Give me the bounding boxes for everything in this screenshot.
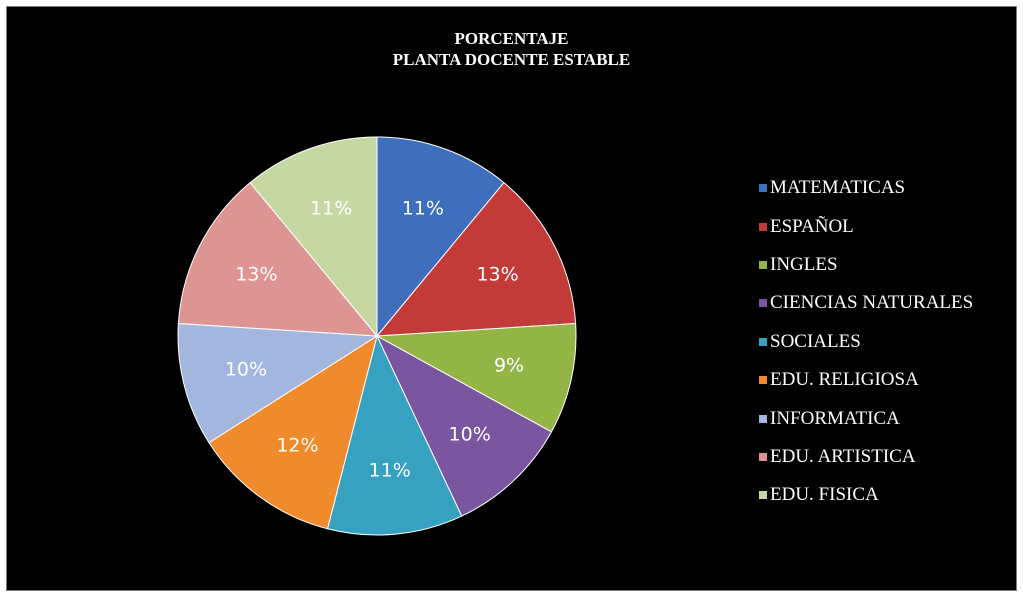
legend-item-4: CIENCIAS NATURALES xyxy=(759,284,973,322)
legend-swatch xyxy=(759,222,767,231)
legend-label: ESPAÑOL xyxy=(770,215,854,237)
legend-swatch xyxy=(759,452,767,461)
legend-label: EDU. RELIGIOSA xyxy=(770,369,919,391)
legend-label: CIENCIAS NATURALES xyxy=(770,292,974,314)
data-label-7: 10% xyxy=(225,359,267,381)
legend-item-2: ESPAÑOL xyxy=(759,207,973,245)
data-label-1: 11% xyxy=(402,198,444,220)
pie-slice-6 xyxy=(208,334,378,530)
legend-item-3: INGLES xyxy=(759,246,973,284)
data-label-2: 13% xyxy=(476,264,518,286)
legend-swatch xyxy=(759,491,767,500)
legend-label: EDU. ARTISTICA xyxy=(770,445,916,467)
legend-swatch xyxy=(759,376,767,385)
legend-swatch xyxy=(759,184,767,193)
chart-title-line-2: PLANTA DOCENTE ESTABLE xyxy=(392,50,631,69)
legend-item-8: EDU. ARTISTICA xyxy=(759,438,973,476)
legend-swatch xyxy=(759,299,767,308)
legend-item-6: EDU. RELIGIOSA xyxy=(759,361,973,399)
pie-slice-8 xyxy=(177,181,379,337)
pie-chart: 11% 13% 9% 10% 11% 12% 10% 13% 11% xyxy=(177,136,577,536)
data-label-9: 11% xyxy=(310,198,352,220)
legend-label: INFORMATICA xyxy=(770,407,900,429)
pie-slice-1 xyxy=(376,136,505,338)
chart-area: PORCENTAJE PLANTA DOCENTE ESTABLE 11% 13%… xyxy=(6,6,1017,591)
data-label-3: 9% xyxy=(494,355,524,377)
data-label-4: 10% xyxy=(449,424,491,446)
legend-label: SOCIALES xyxy=(770,330,861,352)
legend-swatch xyxy=(759,414,767,423)
legend-swatch xyxy=(759,337,767,346)
chart-title-line-1: PORCENTAJE xyxy=(454,29,569,48)
pie-slice-2 xyxy=(375,181,577,337)
legend-item-1: MATEMATICAS xyxy=(759,169,973,207)
legend-label: INGLES xyxy=(770,253,838,275)
data-label-6: 12% xyxy=(276,434,318,456)
pie-slice-9 xyxy=(249,136,378,338)
data-label-5: 11% xyxy=(369,460,411,482)
legend-label: EDU. FISICA xyxy=(770,484,879,506)
pie-slice-7 xyxy=(177,322,379,444)
data-label-8: 13% xyxy=(235,264,277,286)
pie-slice-4 xyxy=(375,334,553,517)
legend-item-7: INFORMATICA xyxy=(759,399,973,437)
legend-swatch xyxy=(759,260,767,269)
legend-label: MATEMATICAS xyxy=(770,177,906,199)
legend-item-9: EDU. FISICA xyxy=(759,476,973,514)
pie-slice-3 xyxy=(375,322,577,433)
legend-item-5: SOCIALES xyxy=(759,323,973,361)
pie-slice-5 xyxy=(326,334,463,536)
chart-legend: MATEMATICAS ESPAÑOL INGLES CIENCIAS NATURAL… xyxy=(759,169,973,515)
